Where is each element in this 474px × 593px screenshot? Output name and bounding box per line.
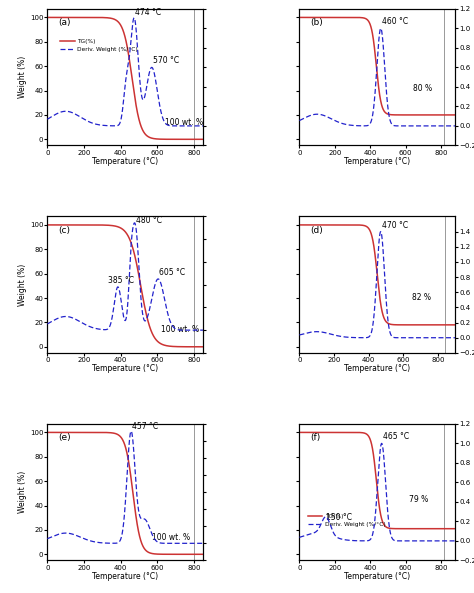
X-axis label: Temperature (°C): Temperature (°C) [92,572,158,581]
Legend: TG(%), Deriv. Weight (%/°C): TG(%), Deriv. Weight (%/°C) [58,36,140,54]
Text: 480 °C: 480 °C [136,216,162,225]
X-axis label: Temperature (°C): Temperature (°C) [344,365,410,374]
Text: 80 %: 80 % [412,84,432,93]
Text: 605 °C: 605 °C [159,267,185,277]
Text: 465 °C: 465 °C [383,432,409,441]
Text: (a): (a) [58,18,71,27]
Y-axis label: Weight (%): Weight (%) [18,471,27,514]
Text: 460 °C: 460 °C [382,17,408,27]
Text: 457 °C: 457 °C [132,422,158,431]
Text: 100 wt. %: 100 wt. % [152,533,190,541]
Y-axis label: Weight (%): Weight (%) [18,263,27,306]
Text: (d): (d) [310,226,323,235]
Y-axis label: Weight (%): Weight (%) [18,56,27,98]
X-axis label: Temperature (°C): Temperature (°C) [344,572,410,581]
Text: 470 °C: 470 °C [382,221,408,230]
Text: 150 °C: 150 °C [326,513,352,522]
X-axis label: Temperature (°C): Temperature (°C) [92,365,158,374]
Text: (b): (b) [310,18,323,27]
Text: 79 %: 79 % [409,495,428,504]
Text: 100 wt. %: 100 wt. % [164,117,203,127]
X-axis label: Temperature (°C): Temperature (°C) [344,157,410,166]
Text: 82 %: 82 % [412,294,431,302]
X-axis label: Temperature (°C): Temperature (°C) [92,157,158,166]
Text: (f): (f) [310,433,320,442]
Text: (e): (e) [58,433,71,442]
Text: 100 wt. %: 100 wt. % [161,325,199,334]
Text: 474 °C: 474 °C [135,8,161,17]
Text: 570 °C: 570 °C [153,56,179,65]
Text: (c): (c) [58,226,70,235]
Legend: TG(%), Deriv. Weight (%/°C): TG(%), Deriv. Weight (%/°C) [305,511,388,529]
Text: 385 °C: 385 °C [108,276,134,285]
